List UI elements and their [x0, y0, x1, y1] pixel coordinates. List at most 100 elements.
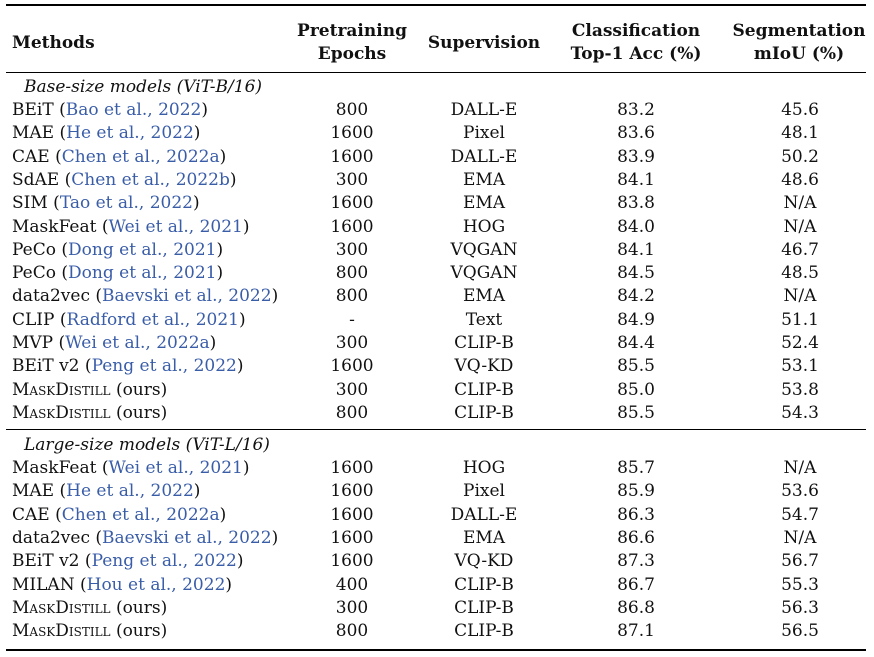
miou-cell: 45.6	[781, 100, 819, 120]
miou-cell: 56.7	[781, 551, 819, 572]
epochs-cell: 1600	[330, 551, 374, 572]
method-name: MaskDistill	[12, 402, 111, 423]
method-name: BEiT	[12, 100, 54, 120]
supervision-cell: EMA	[462, 193, 506, 214]
method-cell: CAE (Chen et al., 2022a)	[12, 504, 227, 525]
citation-link[interactable]: Baevski et al., 2022	[102, 286, 272, 307]
method-cell: BEiT (Bao et al., 2022)	[12, 100, 208, 120]
citation-link[interactable]: Wei et al., 2021	[108, 216, 243, 237]
method-cell: MVP (Wei et al., 2022a)	[12, 333, 217, 353]
method-name: MVP	[12, 333, 54, 353]
citation-link[interactable]: Dong et al., 2021	[68, 263, 217, 284]
miou-cell: 52.4	[781, 333, 819, 353]
citation-link[interactable]: Wei et al., 2021	[108, 458, 243, 478]
accuracy-cell: 84.4	[617, 333, 655, 353]
method-name: MaskFeat	[12, 216, 97, 237]
supervision-cell: VQ-KD	[454, 551, 514, 572]
epochs-cell: 1600	[330, 123, 374, 144]
miou-cell: 48.5	[781, 263, 819, 284]
header-supervision: Supervision	[427, 33, 541, 53]
accuracy-cell: 83.8	[617, 193, 655, 214]
method-cell: data2vec (Baevski et al., 2022)	[12, 286, 279, 307]
method-cell: MaskDistill (ours)	[12, 379, 167, 402]
supervision-cell: CLIP-B	[454, 379, 514, 400]
miou-cell: N/A	[783, 216, 817, 237]
epochs-cell: 300	[335, 379, 369, 400]
method-cell: PeCo (Dong et al., 2021)	[12, 263, 224, 284]
epochs-cell: 1600	[330, 527, 374, 548]
citation-link[interactable]: He et al., 2022	[66, 123, 194, 144]
epochs-cell: 300	[335, 333, 369, 353]
method-cell: MaskFeat (Wei et al., 2021)	[12, 458, 250, 478]
miou-cell: 51.1	[781, 309, 819, 330]
epochs-cell: 300	[335, 239, 369, 260]
epochs-cell: 400	[335, 574, 369, 595]
citation-link[interactable]: Chen et al., 2022a	[61, 504, 220, 525]
accuracy-cell: 86.3	[617, 504, 655, 525]
citation-link[interactable]: Hou et al., 2022	[86, 574, 226, 595]
citation-link[interactable]: Peng et al., 2022	[91, 551, 237, 572]
method-name: PeCo	[12, 263, 56, 284]
method-name: MILAN	[12, 574, 75, 595]
miou-cell: 54.7	[781, 504, 819, 525]
accuracy-cell: 86.6	[617, 527, 655, 548]
method-name: data2vec	[12, 527, 90, 548]
method-name: CAE	[12, 504, 50, 525]
supervision-cell: VQ-KD	[454, 356, 514, 377]
miou-cell: 54.3	[781, 402, 819, 423]
supervision-cell: CLIP-B	[454, 333, 514, 353]
citation-link[interactable]: Peng et al., 2022	[91, 356, 237, 377]
citation-link[interactable]: Chen et al., 2022b	[71, 169, 230, 190]
miou-cell: N/A	[783, 527, 817, 548]
header-epochs-line1: Pretraining	[297, 21, 407, 41]
epochs-cell: 1600	[330, 216, 374, 237]
method-cell: SIM (Tao et al., 2022)	[12, 193, 200, 214]
method-name: PeCo	[12, 239, 56, 260]
method-name: CLIP	[12, 309, 55, 330]
method-name: MaskDistill	[12, 621, 111, 642]
method-name: CAE	[12, 146, 50, 167]
method-name: BEiT v2	[12, 551, 80, 572]
accuracy-cell: 85.5	[617, 356, 655, 377]
accuracy-cell: 84.9	[617, 309, 655, 330]
epochs-cell: 1600	[330, 504, 374, 525]
citation-link[interactable]: Bao et al., 2022	[65, 100, 202, 120]
supervision-cell: EMA	[462, 286, 506, 307]
method-cell: MaskDistill (ours)	[12, 402, 167, 425]
method-cell: SdAE (Chen et al., 2022b)	[12, 169, 237, 190]
miou-cell: 55.3	[781, 574, 819, 595]
miou-cell: 48.1	[781, 123, 819, 144]
supervision-cell: CLIP-B	[454, 574, 514, 595]
method-name: MaskDistill	[12, 379, 111, 400]
miou-cell: 56.3	[781, 597, 819, 618]
header-miou-line2: mIoU (%)	[753, 44, 845, 64]
method-name: MaskFeat	[12, 458, 97, 478]
epochs-cell: 800	[335, 402, 369, 423]
accuracy-cell: 84.0	[617, 216, 655, 237]
accuracy-cell: 85.5	[617, 402, 655, 423]
accuracy-cell: 85.9	[617, 481, 655, 502]
accuracy-cell: 87.1	[617, 621, 655, 642]
citation-link[interactable]: Tao et al., 2022	[59, 193, 193, 214]
method-cell: data2vec (Baevski et al., 2022)	[12, 527, 279, 548]
citation-link[interactable]: Chen et al., 2022a	[61, 146, 220, 167]
citation-link[interactable]: Radford et al., 2021	[66, 309, 240, 330]
epochs-cell: 800	[335, 263, 369, 284]
method-cell: BEiT v2 (Peng et al., 2022)	[12, 356, 244, 377]
epochs-cell: 1600	[330, 146, 374, 167]
supervision-cell: EMA	[462, 169, 506, 190]
accuracy-cell: 86.7	[617, 574, 655, 595]
miou-cell: 48.6	[781, 169, 819, 190]
supervision-cell: HOG	[462, 458, 506, 478]
supervision-cell: DALL-E	[450, 100, 518, 120]
miou-cell: N/A	[783, 458, 817, 478]
method-cell: PeCo (Dong et al., 2021)	[12, 239, 224, 260]
citation-link[interactable]: He et al., 2022	[66, 481, 194, 502]
citation-link[interactable]: Dong et al., 2021	[68, 239, 217, 260]
epochs-cell: 1600	[330, 481, 374, 502]
accuracy-cell: 84.1	[617, 239, 655, 260]
citation-link[interactable]: Wei et al., 2022a	[65, 333, 210, 353]
method-cell: CAE (Chen et al., 2022a)	[12, 146, 227, 167]
citation-link[interactable]: Baevski et al., 2022	[102, 527, 272, 548]
